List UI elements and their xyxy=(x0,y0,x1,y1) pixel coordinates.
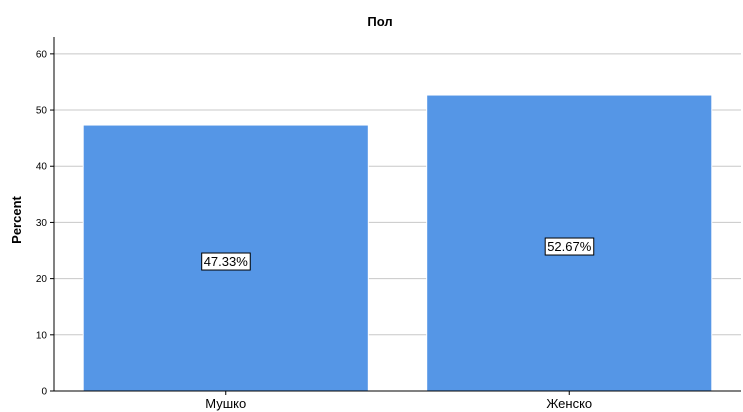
y-tick-label: 10 xyxy=(36,330,48,341)
chart-title: Пол xyxy=(367,14,392,29)
y-tick-label: 50 xyxy=(36,106,48,117)
y-tick-label: 60 xyxy=(36,49,48,60)
y-tick-label: 40 xyxy=(36,162,48,173)
data-label-text: 52.67% xyxy=(547,239,592,254)
data-label-box xyxy=(544,237,595,256)
axes xyxy=(53,37,741,392)
data-label: 52.67% xyxy=(544,237,595,256)
data-label-box xyxy=(201,252,251,271)
y-tick-label: 20 xyxy=(36,274,48,285)
x-category-label: Мушко xyxy=(205,396,246,411)
y-axis-label: Percent xyxy=(9,195,24,243)
data-label: 47.33% xyxy=(201,252,251,271)
x-axis-categories: Мушко Женско xyxy=(205,391,592,411)
y-axis-ticks: 0 10 20 30 40 50 60 xyxy=(36,49,54,398)
data-labels: 47.33% 52.67% xyxy=(201,237,595,271)
bars xyxy=(82,94,713,392)
y-tick-label: 30 xyxy=(36,218,48,229)
y-tick-label: 0 xyxy=(41,387,47,398)
x-category-label: Женско xyxy=(546,396,592,411)
data-label-text: 47.33% xyxy=(204,254,249,269)
